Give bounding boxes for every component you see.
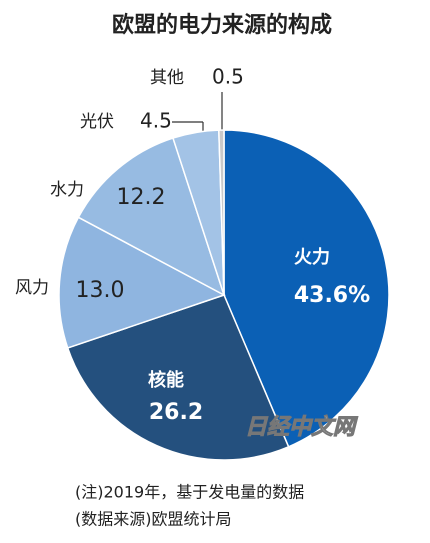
slice-label: 核能	[148, 369, 184, 391]
value-label: 26.2	[149, 400, 203, 425]
pie	[58, 129, 390, 461]
slice-label: 风力	[15, 278, 49, 298]
slice-label: 火力	[294, 247, 330, 268]
note: (注)2019年，基于发电量的数据	[75, 483, 304, 502]
watermark: 日经中文网	[245, 414, 358, 440]
pie-slice	[58, 216, 226, 349]
pie-slice	[218, 129, 225, 296]
pie-slice	[77, 137, 226, 297]
pie-slice	[66, 294, 290, 461]
value-label: 43.6%	[294, 283, 370, 308]
value-label: 4.5	[140, 109, 172, 133]
value-label: 0.5	[212, 65, 244, 89]
slice-label: 其他	[150, 68, 184, 88]
value-label: 13.0	[76, 278, 125, 303]
note: (数据来源)欧盟统计局	[75, 510, 232, 529]
slice-label: 光伏	[80, 112, 114, 132]
pie-slice	[223, 129, 390, 448]
slice-label: 水力	[50, 180, 84, 200]
chart-title: 欧盟的电力来源的构成	[112, 12, 332, 38]
value-label: 12.2	[117, 185, 166, 210]
